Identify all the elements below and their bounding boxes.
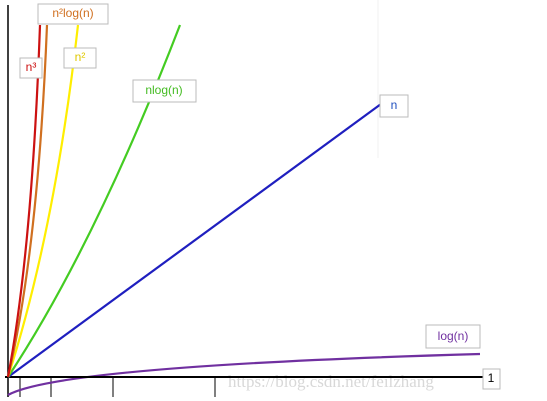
label-box bbox=[379, 94, 409, 118]
curve-logn bbox=[7, 352, 481, 396]
watermark: https://blog.csdn.net/feilzhang bbox=[228, 372, 434, 391]
label-box bbox=[63, 47, 97, 69]
label-1: 1 bbox=[488, 371, 495, 385]
label-box bbox=[482, 368, 501, 390]
curve-n2logn bbox=[6, 24, 49, 378]
label-nlogn: nlog(n) bbox=[145, 83, 182, 97]
label-box bbox=[425, 324, 481, 349]
curve-n3 bbox=[6, 24, 42, 378]
label-box bbox=[37, 3, 109, 25]
label-box bbox=[132, 79, 197, 103]
label-box bbox=[19, 57, 43, 79]
label-n2logn: n²log(n) bbox=[52, 6, 93, 20]
label-n3: n³ bbox=[26, 60, 37, 74]
label-n: n bbox=[391, 98, 398, 112]
label-logn: log(n) bbox=[438, 329, 469, 343]
curve-n2 bbox=[6, 24, 80, 378]
label-n2: n² bbox=[75, 50, 86, 64]
curve-n bbox=[7, 103, 382, 378]
